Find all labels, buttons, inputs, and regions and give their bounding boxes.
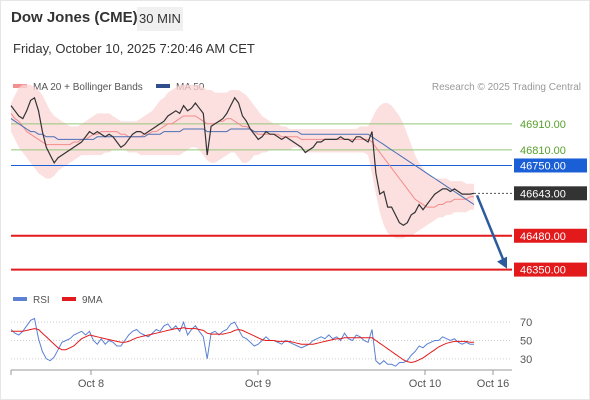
legend-label-bollinger: MA 20 + Bollinger Bands	[33, 82, 143, 93]
legend-label-rsi: RSI	[33, 295, 50, 306]
legend-label-9ma: 9MA	[82, 295, 103, 306]
rsi-line	[10, 317, 474, 367]
rsi-tick-30: 30	[520, 354, 532, 366]
forecast-arrow-shaft	[475, 194, 506, 263]
research-credit: Research © 2025 Trading Central	[432, 82, 581, 93]
bollinger-band	[11, 84, 474, 239]
legend-swatch-ma50	[156, 84, 170, 88]
price-panel: 46910.00 46810.00 46750.00 46643.00 46480.00…	[10, 84, 587, 277]
x-tick-label-0: Oct 8	[78, 378, 104, 390]
level-label-1: 46810.00	[520, 145, 566, 157]
datetime-label: Friday, October 10, 2025 7:20:46 AM CET	[13, 41, 255, 56]
ma20-line	[10, 113, 474, 208]
rsi-9ma-line	[11, 327, 474, 364]
x-tick-label-2: Oct 10	[409, 378, 441, 390]
price-line	[10, 96, 475, 227]
level-label-3: 46643.00	[520, 188, 566, 200]
x-tick-label-1: Oct 9	[245, 378, 271, 390]
x-tick-label-3: Oct 16	[477, 378, 509, 390]
legend-swatch-rsi	[13, 297, 27, 301]
legend-swatch-9ma	[62, 297, 76, 301]
forecast-arrow-head	[497, 256, 507, 269]
level-tag-3	[514, 186, 587, 201]
level-tag-4	[514, 228, 587, 243]
rsi-tick-50: 50	[520, 336, 532, 348]
level-tag-2	[514, 158, 587, 173]
rsi-panel: 70 50 30	[10, 317, 532, 367]
ma50-line	[10, 118, 475, 205]
x-axis: Oct 8 Oct 9 Oct 10 Oct 16	[10, 370, 509, 390]
level-label-5: 46350.00	[520, 265, 566, 277]
legend-swatch-bollinger	[13, 84, 27, 88]
level-label-4: 46480.00	[520, 231, 566, 243]
timeframe-badge[interactable]: 30 MIN	[137, 7, 183, 31]
level-tag-5	[514, 262, 587, 277]
level-label-2: 46750.00	[520, 160, 566, 172]
instrument-title: Dow Jones (CME)	[11, 9, 138, 26]
level-label-0: 46910.00	[520, 119, 566, 131]
rsi-tick-70: 70	[520, 317, 532, 329]
